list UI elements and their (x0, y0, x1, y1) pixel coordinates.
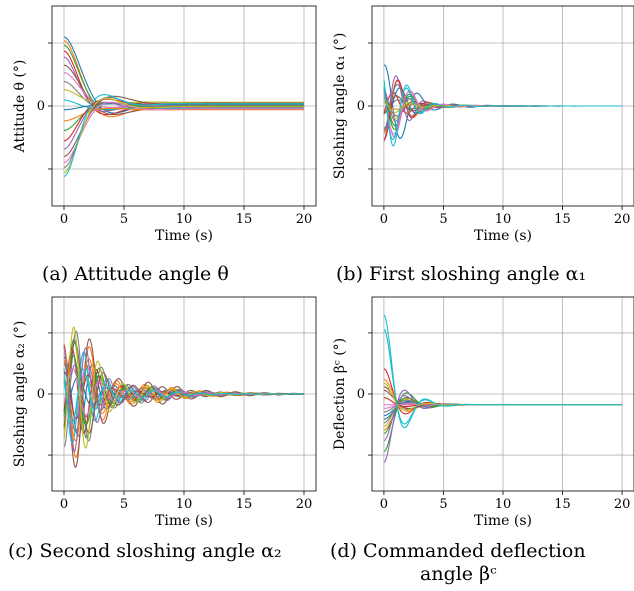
series-line-14 (63, 101, 304, 150)
ylabel-d: Deflection βᶜ (°) (332, 338, 348, 450)
x-tick-label-3: 15 (554, 497, 571, 512)
series-line-19 (383, 86, 623, 141)
ylabel-a: Attitude θ (°) (12, 60, 28, 154)
x-tick-label-4: 20 (296, 497, 313, 512)
y-tick-label-0: 0 (357, 99, 365, 114)
x-tick-label-4: 20 (614, 497, 631, 512)
caption-d-line2: angle βᶜ (420, 563, 497, 585)
caption-d: (d) Commanded deflection (330, 540, 586, 562)
x-tick-label-4: 20 (296, 212, 313, 227)
x-tick-label-1: 5 (120, 212, 128, 227)
ylabel-c: Sloshing angle α₂ (°) (12, 321, 28, 468)
series-line-11 (63, 107, 304, 122)
caption-a: (a) Attitude angle θ (42, 263, 229, 285)
caption-b: (b) First sloshing angle α₁ (336, 263, 586, 285)
x-tick-label-0: 0 (60, 497, 68, 512)
x-tick-label-0: 0 (60, 212, 68, 227)
x-tick-label-1: 5 (439, 212, 447, 227)
x-tick-label-1: 5 (439, 497, 447, 512)
x-tick-label-0: 0 (380, 212, 388, 227)
caption-c: (c) Second sloshing angle α₂ (8, 540, 282, 562)
series-line-19 (63, 94, 304, 177)
x-tick-label-2: 10 (176, 212, 193, 227)
x-tick-label-4: 20 (614, 212, 631, 227)
xlabel-a: Time (s) (155, 228, 213, 244)
ylabel-b: Sloshing angle α₁ (°) (332, 33, 348, 180)
series-line-19 (383, 328, 623, 425)
panel-c-sloshing-2: 0 5 10 15 20 0 Time (s) Sloshing angle α₂ (°)… (8, 296, 317, 562)
panel-b-sloshing-1: 0 5 10 15 20 0 Time (s) Sloshing angle α₁ (°)… (332, 5, 634, 285)
xlabel-d: Time (s) (474, 513, 532, 529)
y-tick-label-0: 0 (37, 387, 45, 402)
x-tick-label-2: 10 (495, 212, 512, 227)
x-tick-label-0: 0 (380, 497, 388, 512)
y-tick-label-0: 0 (357, 387, 365, 402)
x-tick-label-3: 15 (236, 212, 253, 227)
plot-area-b: 0 5 10 15 20 0 (357, 5, 634, 227)
xlabel-b: Time (s) (474, 228, 532, 244)
series-line-18 (63, 97, 304, 174)
x-tick-label-3: 15 (236, 497, 253, 512)
x-tick-label-2: 10 (495, 497, 512, 512)
series-line-16 (63, 101, 304, 163)
x-tick-label-3: 15 (554, 212, 571, 227)
series-line-19 (63, 368, 305, 424)
y-tick-label-0: 0 (37, 99, 45, 114)
plot-area-a: 0 5 10 15 20 0 (37, 5, 317, 227)
plot-area-c: 0 5 10 15 20 0 (37, 296, 317, 512)
plot-area-d: 0 5 10 15 20 0 (357, 296, 634, 512)
series-line-9 (63, 99, 304, 110)
x-tick-label-1: 5 (120, 497, 128, 512)
x-tick-label-2: 10 (176, 497, 193, 512)
panel-d-deflection: 0 5 10 15 20 0 Time (s) Deflection βᶜ (°) (d)… (330, 296, 634, 585)
xlabel-c: Time (s) (155, 513, 213, 529)
panel-a-attitude: 0 5 10 15 20 0 Time (s) Attitude θ (°) (a) At… (12, 5, 317, 285)
